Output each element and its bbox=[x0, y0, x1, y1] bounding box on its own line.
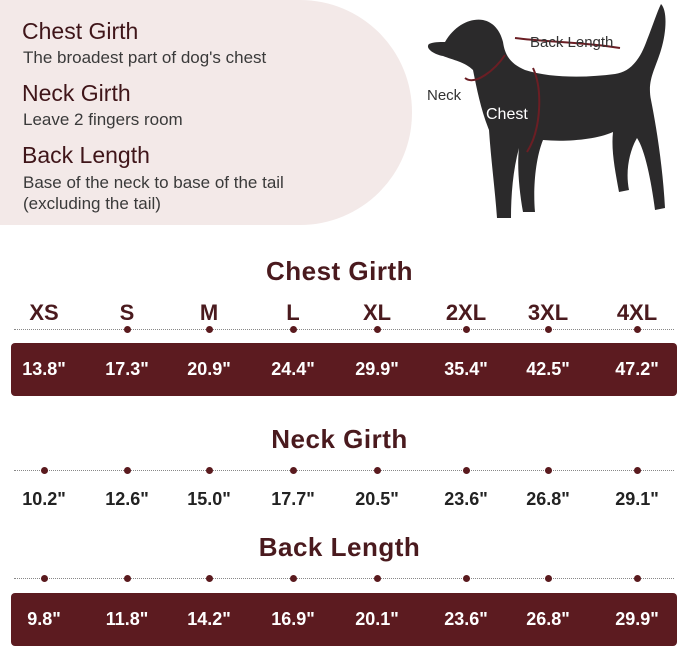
chest-value: 24.4" bbox=[271, 359, 315, 379]
back-dot bbox=[290, 575, 297, 582]
back-value: 20.1" bbox=[355, 609, 399, 629]
chest-dot bbox=[545, 326, 552, 333]
neck-dot bbox=[41, 467, 48, 474]
chest-value: 35.4" bbox=[444, 359, 488, 379]
back-dotted-line bbox=[14, 578, 674, 579]
back-value: 11.8" bbox=[105, 609, 149, 629]
back-value: 26.8" bbox=[526, 609, 570, 629]
size-label: 4XL bbox=[616, 300, 658, 325]
back-dot bbox=[41, 575, 48, 582]
chest-values-bar: 13.8" 17.3" 20.9" 24.4" 29.9" 35.4" 42.5" 47.2" bbox=[11, 343, 677, 396]
chest-dot bbox=[634, 326, 641, 333]
back-dot bbox=[374, 575, 381, 582]
legend-neck-desc: Leave 2 fingers room bbox=[23, 110, 183, 129]
neck-value: 17.7" bbox=[271, 489, 315, 509]
chest-dotted-line bbox=[14, 329, 674, 330]
back-dot bbox=[124, 575, 131, 582]
legend-back-desc: Base of the neck to base of the tail bbox=[23, 173, 284, 192]
neck-value: 12.6" bbox=[105, 489, 149, 509]
chest-girth-title: Chest Girth bbox=[265, 256, 414, 286]
size-label: S bbox=[119, 300, 135, 325]
size-label: M bbox=[199, 300, 219, 325]
back-value: 29.9" bbox=[615, 609, 659, 629]
dog-illustration: Back Length Neck Chest bbox=[427, 4, 666, 218]
size-label: 3XL bbox=[527, 300, 569, 325]
chest-value: 17.3" bbox=[105, 359, 149, 379]
chest-value: 20.9" bbox=[187, 359, 231, 379]
neck-value: 29.1" bbox=[615, 489, 659, 509]
neck-dot bbox=[545, 467, 552, 474]
size-label: XS bbox=[29, 300, 59, 325]
chest-dot bbox=[290, 326, 297, 333]
neck-value: 23.6" bbox=[444, 489, 488, 509]
legend-neck-title: Neck Girth bbox=[22, 80, 131, 106]
back-values-bar: 9.8" 11.8" 14.2" 16.9" 20.1" 23.6" 26.8" 29.9" bbox=[11, 593, 677, 646]
chest-value: 13.8" bbox=[22, 359, 66, 379]
chest-dot bbox=[124, 326, 131, 333]
dog-label-chest: Chest bbox=[486, 106, 528, 123]
neck-measure-line bbox=[464, 54, 506, 81]
neck-value: 20.5" bbox=[355, 489, 399, 509]
back-length-title: Back Length bbox=[258, 532, 421, 562]
neck-value: 26.8" bbox=[526, 489, 570, 509]
neck-dot bbox=[374, 467, 381, 474]
legend-back-desc2: (excluding the tail) bbox=[23, 194, 161, 213]
size-label: 2XL bbox=[445, 300, 487, 325]
size-label: L bbox=[286, 300, 300, 325]
legend-back-title: Back Length bbox=[22, 142, 150, 168]
neck-value: 15.0" bbox=[187, 489, 231, 509]
neck-girth-title: Neck Girth bbox=[271, 424, 408, 454]
chest-dot bbox=[374, 326, 381, 333]
neck-dotted-line bbox=[14, 470, 674, 471]
chest-measure-line bbox=[526, 67, 541, 153]
neck-dot bbox=[290, 467, 297, 474]
back-dot bbox=[545, 575, 552, 582]
size-label: XL bbox=[362, 300, 392, 325]
neck-dot bbox=[124, 467, 131, 474]
legend-panel bbox=[0, 0, 412, 225]
chest-dot bbox=[206, 326, 213, 333]
neck-dot bbox=[634, 467, 641, 474]
dog-label-back: Back Length bbox=[530, 34, 613, 51]
back-value: 16.9" bbox=[271, 609, 315, 629]
chest-dot bbox=[463, 326, 470, 333]
back-measure-line bbox=[514, 37, 621, 49]
neck-value: 10.2" bbox=[22, 489, 66, 509]
chest-value: 42.5" bbox=[526, 359, 570, 379]
back-dot bbox=[206, 575, 213, 582]
neck-dot bbox=[463, 467, 470, 474]
legend-chest-desc: The broadest part of dog's chest bbox=[23, 48, 267, 67]
back-value: 14.2" bbox=[187, 609, 231, 629]
back-value: 9.8" bbox=[27, 609, 61, 629]
dog-label-neck: Neck bbox=[427, 87, 462, 104]
back-dot bbox=[634, 575, 641, 582]
chest-value: 29.9" bbox=[355, 359, 399, 379]
neck-dot bbox=[206, 467, 213, 474]
legend-chest-title: Chest Girth bbox=[22, 18, 139, 44]
back-value: 23.6" bbox=[444, 609, 488, 629]
dog-silhouette bbox=[427, 4, 666, 218]
chest-value: 47.2" bbox=[615, 359, 659, 379]
back-dot bbox=[463, 575, 470, 582]
